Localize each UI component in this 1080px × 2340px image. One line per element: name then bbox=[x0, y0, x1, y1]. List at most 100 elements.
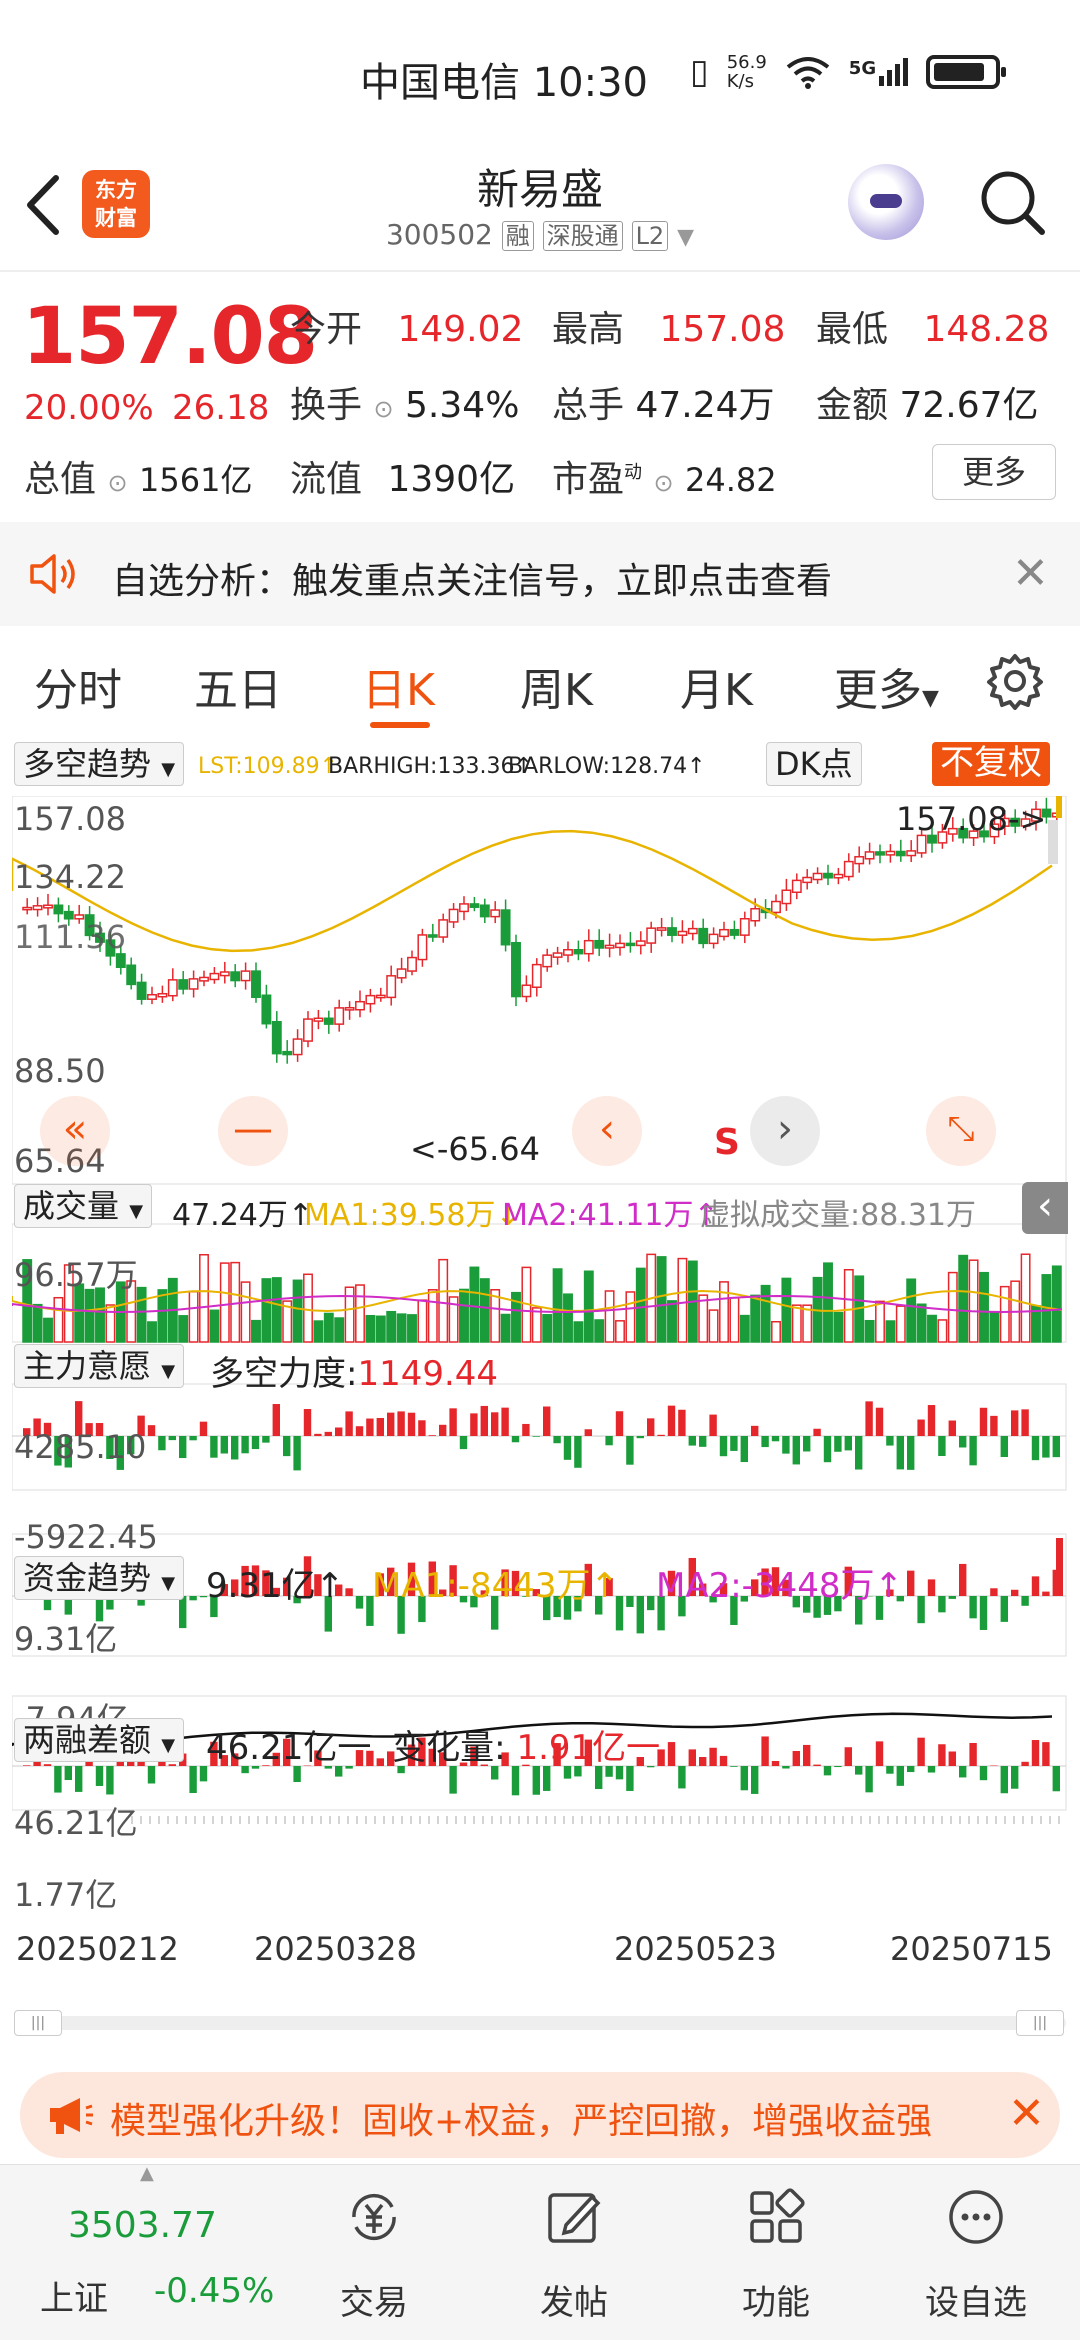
zlyy-bar bbox=[678, 1409, 686, 1436]
fund-bar bbox=[199, 1596, 208, 1598]
zlyy-bar bbox=[657, 1434, 665, 1436]
zlyy-text: 多空力度:1149.44 bbox=[210, 1346, 498, 1395]
margin-bar bbox=[387, 1751, 395, 1766]
margin-bar bbox=[95, 1766, 104, 1786]
zlyy-bar bbox=[719, 1436, 728, 1457]
margin-bar bbox=[823, 1766, 832, 1776]
search-button[interactable] bbox=[978, 168, 1048, 238]
tab-intraday[interactable]: 分时 bbox=[34, 665, 122, 716]
margin-bar bbox=[948, 1751, 956, 1766]
pe-row[interactable]: 市盈动 ⊙ 24.82 bbox=[552, 450, 777, 502]
scroll-right-button[interactable]: › bbox=[750, 1096, 820, 1166]
zlyy-indicator-label: 主力意愿 bbox=[23, 1347, 152, 1385]
volume-bar bbox=[583, 1270, 594, 1343]
margin-indicator-select[interactable]: 两融差额 ▼ bbox=[14, 1718, 185, 1762]
trend-indicator-select[interactable]: 多空趋势 ▼ bbox=[14, 742, 185, 786]
brand-logo[interactable]: 东方 财富 bbox=[82, 170, 150, 238]
tab-daily-k[interactable]: 日K bbox=[362, 665, 435, 716]
more-quote-button[interactable]: 更多 bbox=[932, 444, 1056, 500]
edit-post-icon bbox=[548, 2193, 601, 2243]
turnover-row[interactable]: 换手 ⊙ 5.34% bbox=[290, 376, 519, 428]
tab-weekly-k[interactable]: 周K bbox=[520, 665, 593, 716]
fund-bar bbox=[740, 1596, 748, 1602]
volume-label: 总手 bbox=[552, 385, 625, 426]
margin-bar bbox=[771, 1761, 780, 1766]
zlyy-bar bbox=[158, 1436, 166, 1451]
close-icon[interactable]: ✕ bbox=[1008, 2088, 1045, 2139]
candle bbox=[313, 1009, 324, 1030]
zlyy-bar bbox=[189, 1436, 197, 1441]
kline-chart-panel[interactable]: 多空趋势 ▼ LST:109.89↑ BARHIGH:133.36↑ BARLO… bbox=[0, 734, 1080, 2036]
fund-bar bbox=[366, 1596, 374, 1626]
scroll-left-button[interactable]: ‹ bbox=[572, 1096, 642, 1166]
fund-bar bbox=[480, 1590, 488, 1596]
candle bbox=[615, 934, 625, 956]
margin-bar bbox=[449, 1766, 457, 1794]
tab-more[interactable]: 更多▼ bbox=[834, 654, 939, 718]
collapse-panel-button[interactable]: ‹ bbox=[1022, 1182, 1068, 1234]
net-speed-unit: K/s bbox=[726, 71, 754, 92]
volume-bar bbox=[958, 1254, 969, 1343]
volume-indicator-select[interactable]: 成交量 ▼ bbox=[14, 1184, 153, 1228]
last-price-marker bbox=[1056, 796, 1062, 818]
assistant-robot-icon[interactable] bbox=[848, 164, 924, 240]
zlyy-bar bbox=[730, 1436, 738, 1451]
margin-bar bbox=[563, 1766, 572, 1779]
margin-bar bbox=[813, 1764, 821, 1766]
margin-bar bbox=[501, 1752, 509, 1766]
y-label-4: 88.50 bbox=[14, 1052, 106, 1090]
dk-point-button[interactable]: DK点 bbox=[766, 742, 862, 786]
scroll-left-fast-button[interactable]: « bbox=[40, 1096, 110, 1166]
zlyy-bar bbox=[636, 1436, 644, 1439]
fund-bar bbox=[626, 1596, 634, 1607]
gear-icon[interactable] bbox=[986, 652, 1044, 710]
zoom-out-button[interactable]: — bbox=[218, 1096, 288, 1166]
stock-subtitle[interactable]: 300502 融 深股通 L2 ▼ bbox=[0, 216, 1080, 251]
zlyy-bar bbox=[439, 1424, 447, 1436]
zlyy-bar bbox=[387, 1412, 395, 1436]
fullscreen-button[interactable]: ⤡ bbox=[926, 1096, 996, 1166]
zlyy-bar bbox=[574, 1436, 582, 1468]
volume-bar bbox=[875, 1300, 885, 1343]
candle bbox=[427, 923, 438, 942]
fund-bar bbox=[324, 1596, 332, 1632]
zlyy-indicator-select[interactable]: 主力意愿 ▼ bbox=[14, 1344, 185, 1388]
fund-bar bbox=[95, 1596, 104, 1622]
volume-bar bbox=[375, 1315, 386, 1343]
zlyy-bar bbox=[553, 1436, 561, 1444]
candle bbox=[1041, 797, 1052, 824]
barhigh-value: BARHIGH:133.36↑ bbox=[328, 754, 533, 779]
margin-bar bbox=[584, 1739, 592, 1766]
alert-banner[interactable]: 自选分析：触发重点关注信号，立即点击查看 ✕ bbox=[0, 522, 1080, 626]
fund-indicator-select[interactable]: 资金趋势 ▼ bbox=[14, 1556, 185, 1600]
fund-bar bbox=[636, 1596, 644, 1634]
promo-banner[interactable]: 模型强化升级！固收+权益，严控回撤，增强收益强 ✕ bbox=[20, 2072, 1060, 2158]
range-scrollbar[interactable] bbox=[14, 2016, 1066, 2030]
mktcap-row[interactable]: 总值 ⊙ 1561亿 bbox=[24, 450, 252, 502]
margin-bar bbox=[23, 1765, 31, 1766]
candle bbox=[459, 896, 469, 921]
volume-bar bbox=[448, 1296, 459, 1343]
fund-bar bbox=[1042, 1591, 1050, 1596]
candle bbox=[604, 933, 615, 958]
close-icon[interactable]: ✕ bbox=[1012, 548, 1049, 599]
back-button[interactable] bbox=[20, 170, 70, 240]
fund-bar bbox=[959, 1563, 967, 1596]
fund-bar bbox=[688, 1557, 696, 1596]
margin-bar bbox=[709, 1747, 717, 1766]
no-adjust-button[interactable]: 不复权 bbox=[932, 742, 1050, 786]
virtual-volume: 虚拟成交量:88.31万 bbox=[700, 1198, 976, 1233]
tab-monthly-k[interactable]: 月K bbox=[680, 665, 753, 716]
range-handle-left[interactable]: ||| bbox=[14, 2010, 62, 2036]
grid-apps-icon bbox=[750, 2188, 805, 2243]
volume-bar bbox=[95, 1287, 105, 1343]
range-handle-right[interactable]: ||| bbox=[1016, 2010, 1064, 2036]
candle bbox=[864, 842, 875, 865]
tab-five-day[interactable]: 五日 bbox=[194, 665, 282, 716]
zlyy-bar bbox=[262, 1436, 270, 1443]
candle bbox=[542, 948, 553, 972]
fund-bar bbox=[595, 1596, 603, 1615]
volume-bar bbox=[989, 1312, 1000, 1343]
fund-bar bbox=[251, 1565, 260, 1596]
zlyy-bar bbox=[511, 1436, 520, 1443]
